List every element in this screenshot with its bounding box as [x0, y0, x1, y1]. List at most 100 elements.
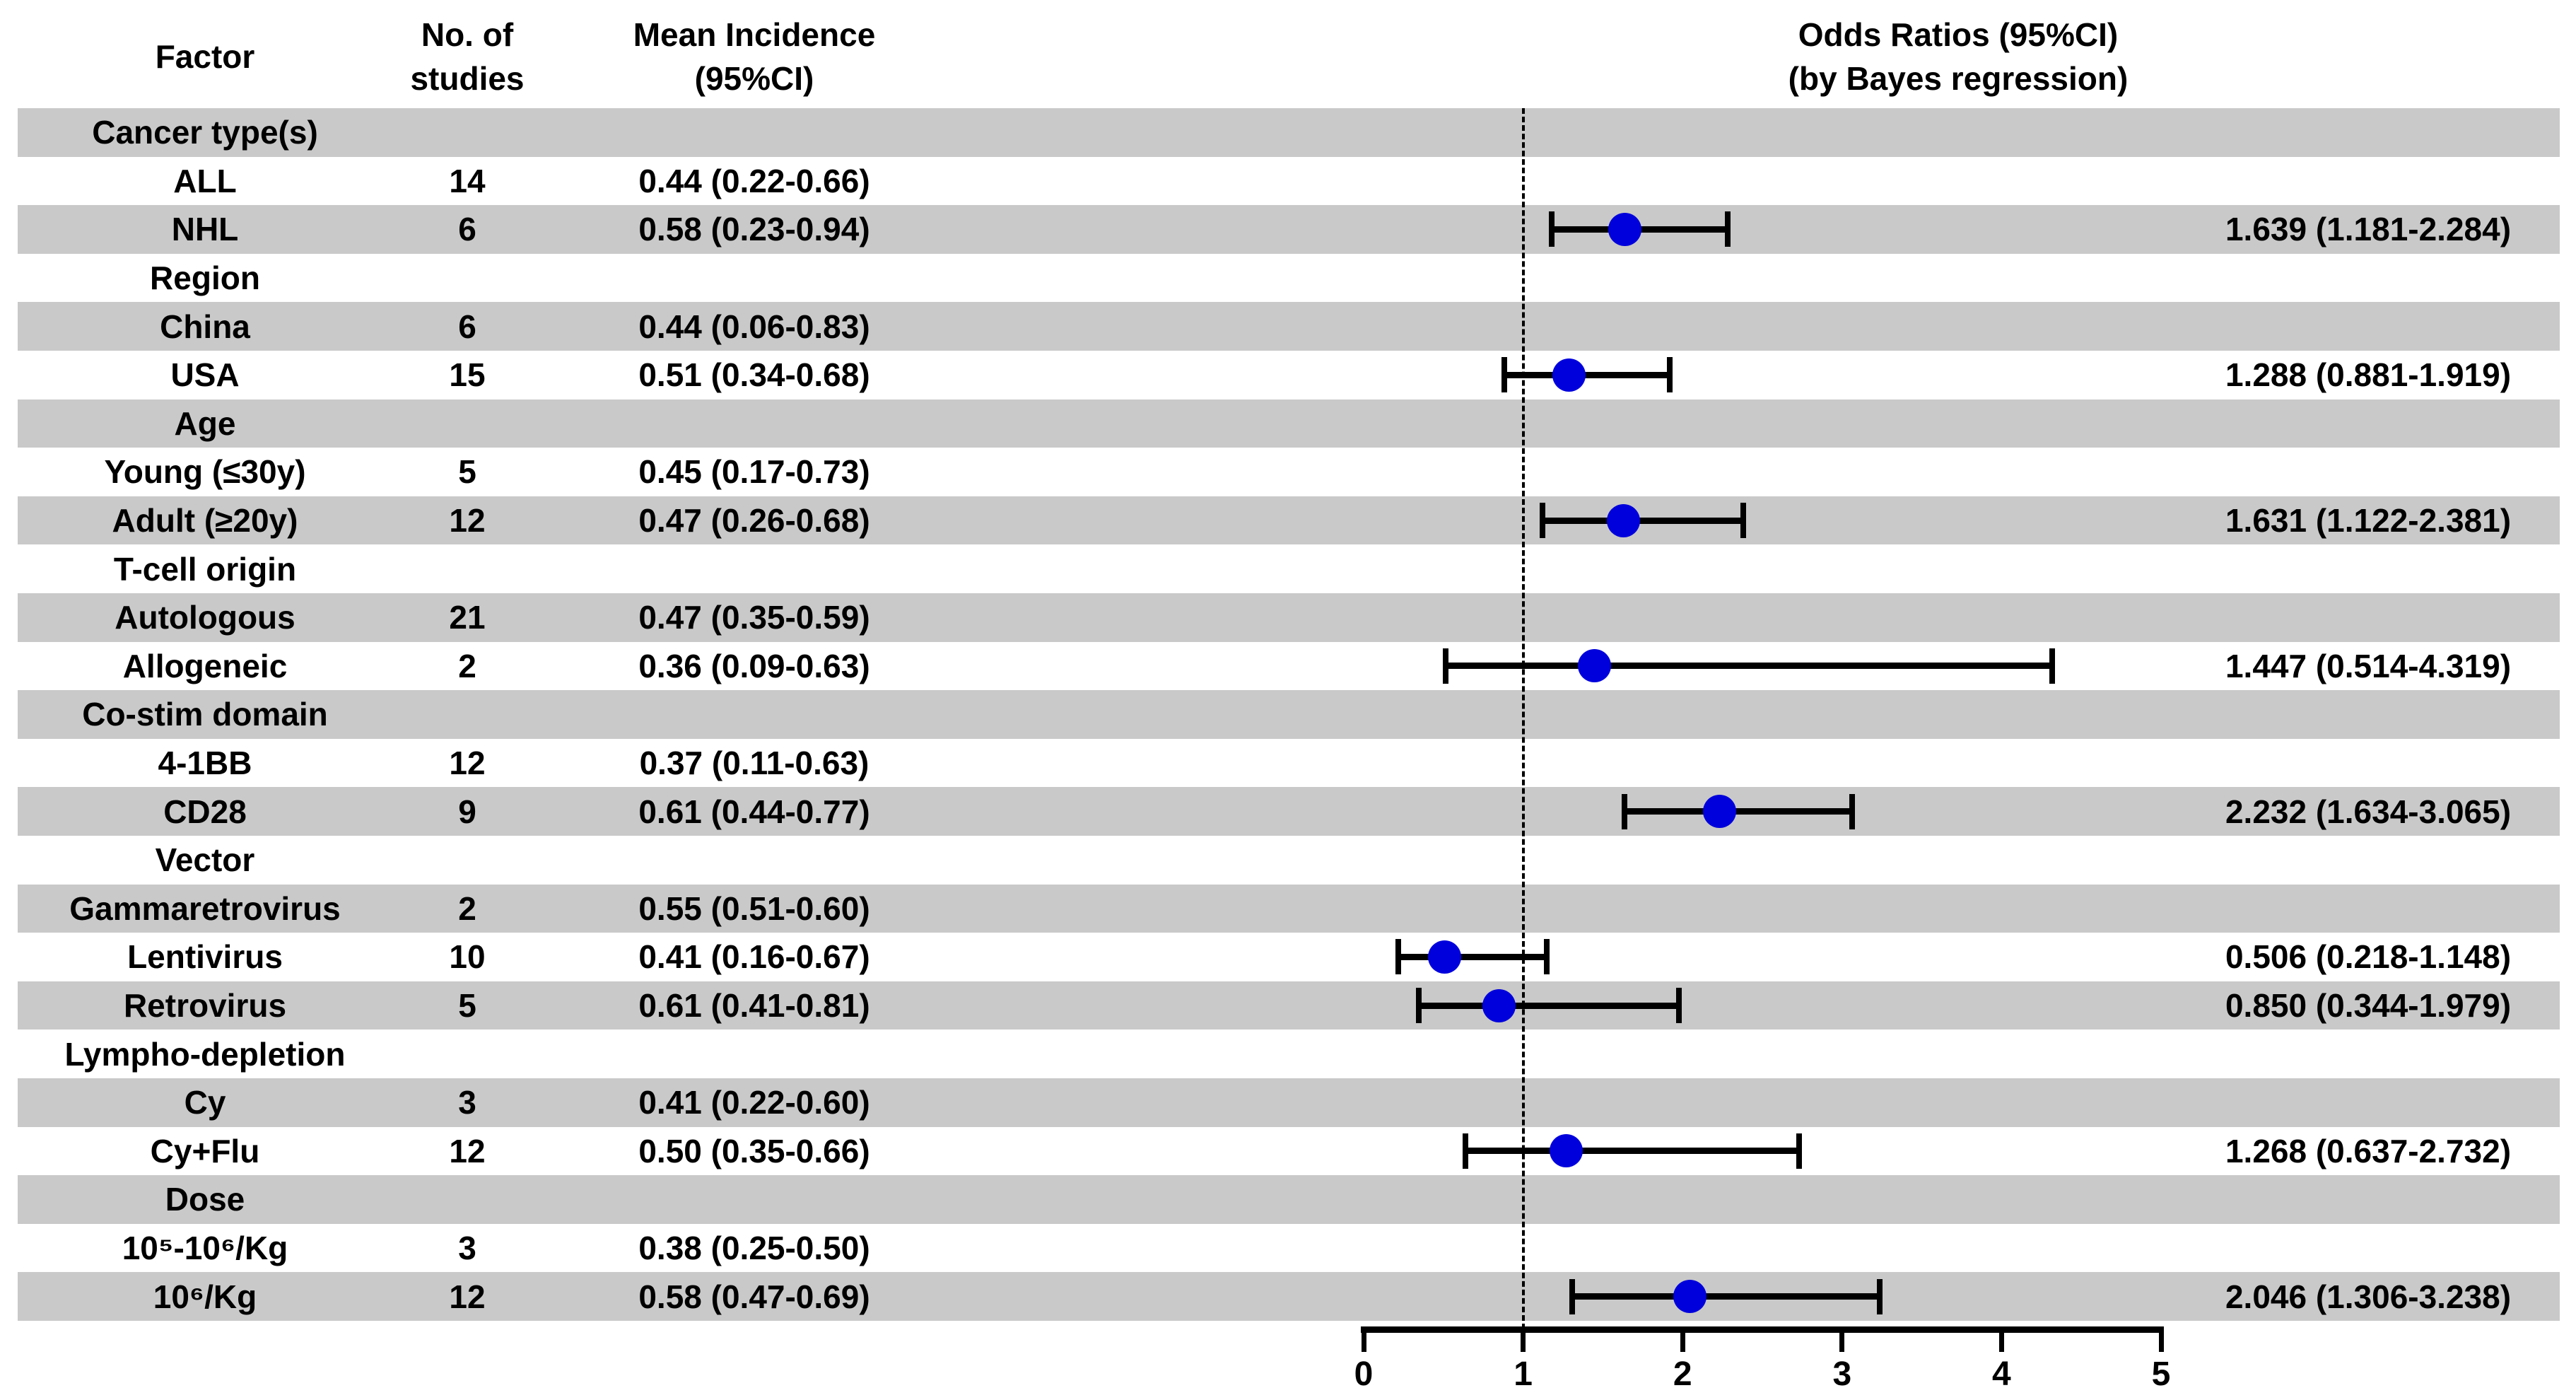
ci-cap-right [1666, 357, 1673, 393]
incidence-value: 0.61 (0.44-0.77) [638, 793, 870, 830]
row-band [18, 1175, 2560, 1224]
table-row: NHL 6 0.58 (0.23-0.94) 1.639 (1.181-2.284) [0, 205, 2576, 254]
ci-cap-left [1549, 211, 1555, 247]
incidence-value: 0.47 (0.26-0.68) [638, 502, 870, 539]
point-estimate-dot [1427, 940, 1461, 974]
ci-whisker [1542, 517, 1744, 524]
x-axis-tick [2158, 1332, 2164, 1352]
ci-cap-left [1501, 357, 1507, 393]
row-band [18, 108, 2560, 157]
studies-count: 12 [449, 502, 486, 539]
factor-label: Cy+Flu [150, 1132, 260, 1169]
or-value: 2.232 (1.634-3.065) [2225, 793, 2512, 830]
reference-line-or-1 [1521, 108, 1525, 1329]
incidence-value: 0.50 (0.35-0.66) [638, 1132, 870, 1169]
x-axis-tick-label: 4 [1992, 1355, 2011, 1393]
x-axis-tick-label: 2 [1673, 1355, 1692, 1393]
incidence-value: 0.36 (0.09-0.63) [638, 647, 870, 684]
table-row: Young (≤30y) 5 0.45 (0.17-0.73) [0, 448, 2576, 496]
row-band [18, 302, 2560, 351]
table-row: 4-1BB 12 0.37 (0.11-0.63) [0, 739, 2576, 788]
table-row: 10⁵-10⁶/Kg 3 0.38 (0.25-0.50) [0, 1224, 2576, 1273]
factor-label: Cy [184, 1084, 226, 1121]
ci-cap-left [1415, 988, 1422, 1024]
x-axis-line [1361, 1326, 2164, 1333]
incidence-value: 0.44 (0.22-0.66) [638, 162, 870, 199]
table-row: Allogeneic 2 0.36 (0.09-0.63) 1.447 (0.514-… [0, 642, 2576, 691]
ci-whisker [1418, 1002, 1680, 1009]
table-row: USA 15 0.51 (0.34-0.68) 1.288 (0.881-1.919) [0, 351, 2576, 399]
or-value: 2.046 (1.306-3.238) [2225, 1278, 2512, 1315]
row-band [18, 399, 2560, 448]
column-header-incidence-line2: (95%CI) [694, 60, 814, 97]
incidence-value: 0.37 (0.11-0.63) [639, 745, 870, 782]
ci-cap-left [1621, 793, 1627, 829]
table-row: CD28 9 0.61 (0.44-0.77) 2.232 (1.634-3.065) [0, 787, 2576, 836]
factor-label: USA [170, 356, 240, 394]
ci-cap-right [1543, 939, 1550, 975]
x-axis-tick [1361, 1332, 1366, 1352]
row-band [18, 544, 2560, 593]
column-header-odds-ratios-line2: (by Bayes regression) [1788, 60, 2129, 97]
ci-cap-right [1796, 1133, 1803, 1169]
incidence-value: 0.47 (0.35-0.59) [638, 599, 870, 636]
ci-cap-right [2049, 648, 2056, 684]
factor-label: China [160, 308, 250, 345]
group-row: Lympho-depletion [0, 1029, 2576, 1078]
group-label: Co-stim domain [82, 696, 328, 733]
factor-label: Adult (≥20y) [112, 502, 298, 539]
column-header-incidence-line1: Mean Incidence [633, 16, 876, 53]
factor-label: Lentivirus [127, 938, 283, 976]
group-label: Dose [165, 1181, 245, 1218]
ci-cap-right [1725, 211, 1731, 247]
x-axis-tick-label: 0 [1354, 1355, 1374, 1393]
row-band [18, 1029, 2560, 1078]
x-axis-tick-label: 3 [1832, 1355, 1852, 1393]
studies-count: 2 [458, 889, 476, 927]
ci-cap-left [1569, 1278, 1575, 1314]
studies-count: 5 [458, 453, 476, 491]
row-band [18, 690, 2560, 739]
column-header-factor-label: Factor [155, 38, 255, 75]
studies-count: 6 [458, 308, 476, 345]
column-header-odds-ratios-line1: Odds Ratios (95%CI) [1798, 16, 2119, 53]
studies-count: 21 [449, 599, 486, 636]
x-axis-tick-label: 5 [2151, 1355, 2171, 1393]
studies-count: 15 [449, 356, 486, 394]
ci-whisker [1624, 808, 1853, 815]
ci-cap-left [1442, 648, 1448, 684]
row-band [18, 254, 2560, 303]
table-row: Adult (≥20y) 12 0.47 (0.26-0.68) 1.631 (1.1… [0, 496, 2576, 545]
ci-cap-right [1676, 988, 1682, 1024]
or-value: 1.639 (1.181-2.284) [2225, 211, 2512, 248]
point-estimate-dot [1703, 795, 1737, 829]
studies-count: 12 [449, 745, 486, 782]
incidence-value: 0.55 (0.51-0.60) [638, 889, 870, 927]
ci-whisker [1398, 953, 1547, 960]
point-estimate-dot [1549, 1134, 1583, 1168]
or-value: 0.506 (0.218-1.148) [2225, 938, 2512, 976]
factor-label: NHL [171, 211, 239, 248]
group-row: Dose [0, 1175, 2576, 1224]
studies-count: 3 [458, 1230, 476, 1267]
ci-whisker [1504, 371, 1670, 378]
or-value: 1.631 (1.122-2.381) [2225, 502, 2512, 539]
ci-cap-left [1395, 939, 1402, 975]
or-value: 1.288 (0.881-1.919) [2225, 356, 2512, 394]
or-value: 1.447 (0.514-4.319) [2225, 647, 2512, 684]
studies-count: 5 [458, 987, 476, 1025]
point-estimate-dot [1482, 988, 1516, 1022]
incidence-value: 0.58 (0.47-0.69) [638, 1278, 870, 1315]
table-row: Autologous 21 0.47 (0.35-0.59) [0, 593, 2576, 642]
point-estimate-dot [1577, 649, 1611, 683]
x-axis-tick [1839, 1332, 1845, 1352]
table-row: Cy 3 0.41 (0.22-0.60) [0, 1078, 2576, 1127]
point-estimate-dot [1552, 358, 1586, 392]
column-header-studies-line1: No. of [421, 16, 514, 53]
group-label: Cancer type(s) [92, 114, 318, 151]
factor-label: 4-1BB [158, 745, 252, 782]
table-row: Cy+Flu 12 0.50 (0.35-0.66) 1.268 (0.637-2.7… [0, 1127, 2576, 1176]
factor-label: 10⁵-10⁶/Kg [122, 1230, 288, 1267]
group-row: Age [0, 399, 2576, 448]
table-row: 10⁶/Kg 12 0.58 (0.47-0.69) 2.046 (1.306-3.2… [0, 1272, 2576, 1321]
